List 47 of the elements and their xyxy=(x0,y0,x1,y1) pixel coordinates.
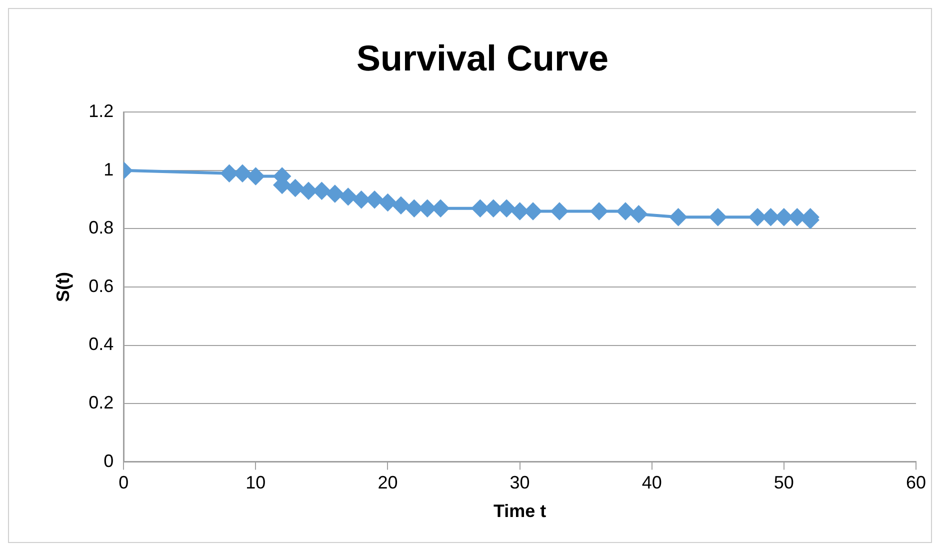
y-tick-label: 0.8 xyxy=(88,218,114,238)
point xyxy=(749,208,766,226)
point xyxy=(418,200,436,217)
point xyxy=(498,200,516,217)
point xyxy=(524,202,542,220)
point xyxy=(340,188,357,206)
point xyxy=(630,206,648,223)
x-tick-label: 50 xyxy=(774,472,794,493)
y-axis-title: S(t) xyxy=(52,272,73,302)
point xyxy=(670,208,687,226)
x-axis-title: Time t xyxy=(493,501,546,522)
x-tick-label: 60 xyxy=(906,472,926,493)
y-tick-label: 0.6 xyxy=(88,276,114,296)
point xyxy=(220,164,238,182)
y-tick-label: 1.2 xyxy=(88,101,114,122)
point xyxy=(366,191,384,208)
point xyxy=(392,196,410,214)
y-tick-label: 0.4 xyxy=(88,334,114,354)
y-tick-label: 1 xyxy=(104,159,114,180)
y-tick-label: 0 xyxy=(104,450,114,471)
point xyxy=(590,202,608,220)
point xyxy=(511,202,528,220)
point xyxy=(550,202,568,220)
point xyxy=(484,200,502,217)
point xyxy=(616,202,634,220)
x-tick-label: 20 xyxy=(378,472,398,493)
point xyxy=(709,208,726,226)
point xyxy=(300,182,318,200)
point xyxy=(247,168,264,185)
x-tick-label: 10 xyxy=(246,472,266,493)
x-tick-label: 40 xyxy=(642,472,662,493)
point xyxy=(775,208,792,226)
point xyxy=(788,208,806,226)
point xyxy=(286,179,304,196)
point xyxy=(313,182,330,200)
chart-title: Survival Curve xyxy=(356,38,609,79)
point xyxy=(379,194,396,212)
x-tick-label: 30 xyxy=(510,472,530,493)
x-tick-label: 0 xyxy=(118,472,129,493)
point xyxy=(472,200,489,217)
point xyxy=(234,164,251,182)
point xyxy=(406,200,423,217)
point xyxy=(762,208,780,226)
point xyxy=(352,191,370,208)
point xyxy=(326,185,344,202)
point xyxy=(432,200,450,217)
y-tick-label: 0.2 xyxy=(88,392,114,412)
